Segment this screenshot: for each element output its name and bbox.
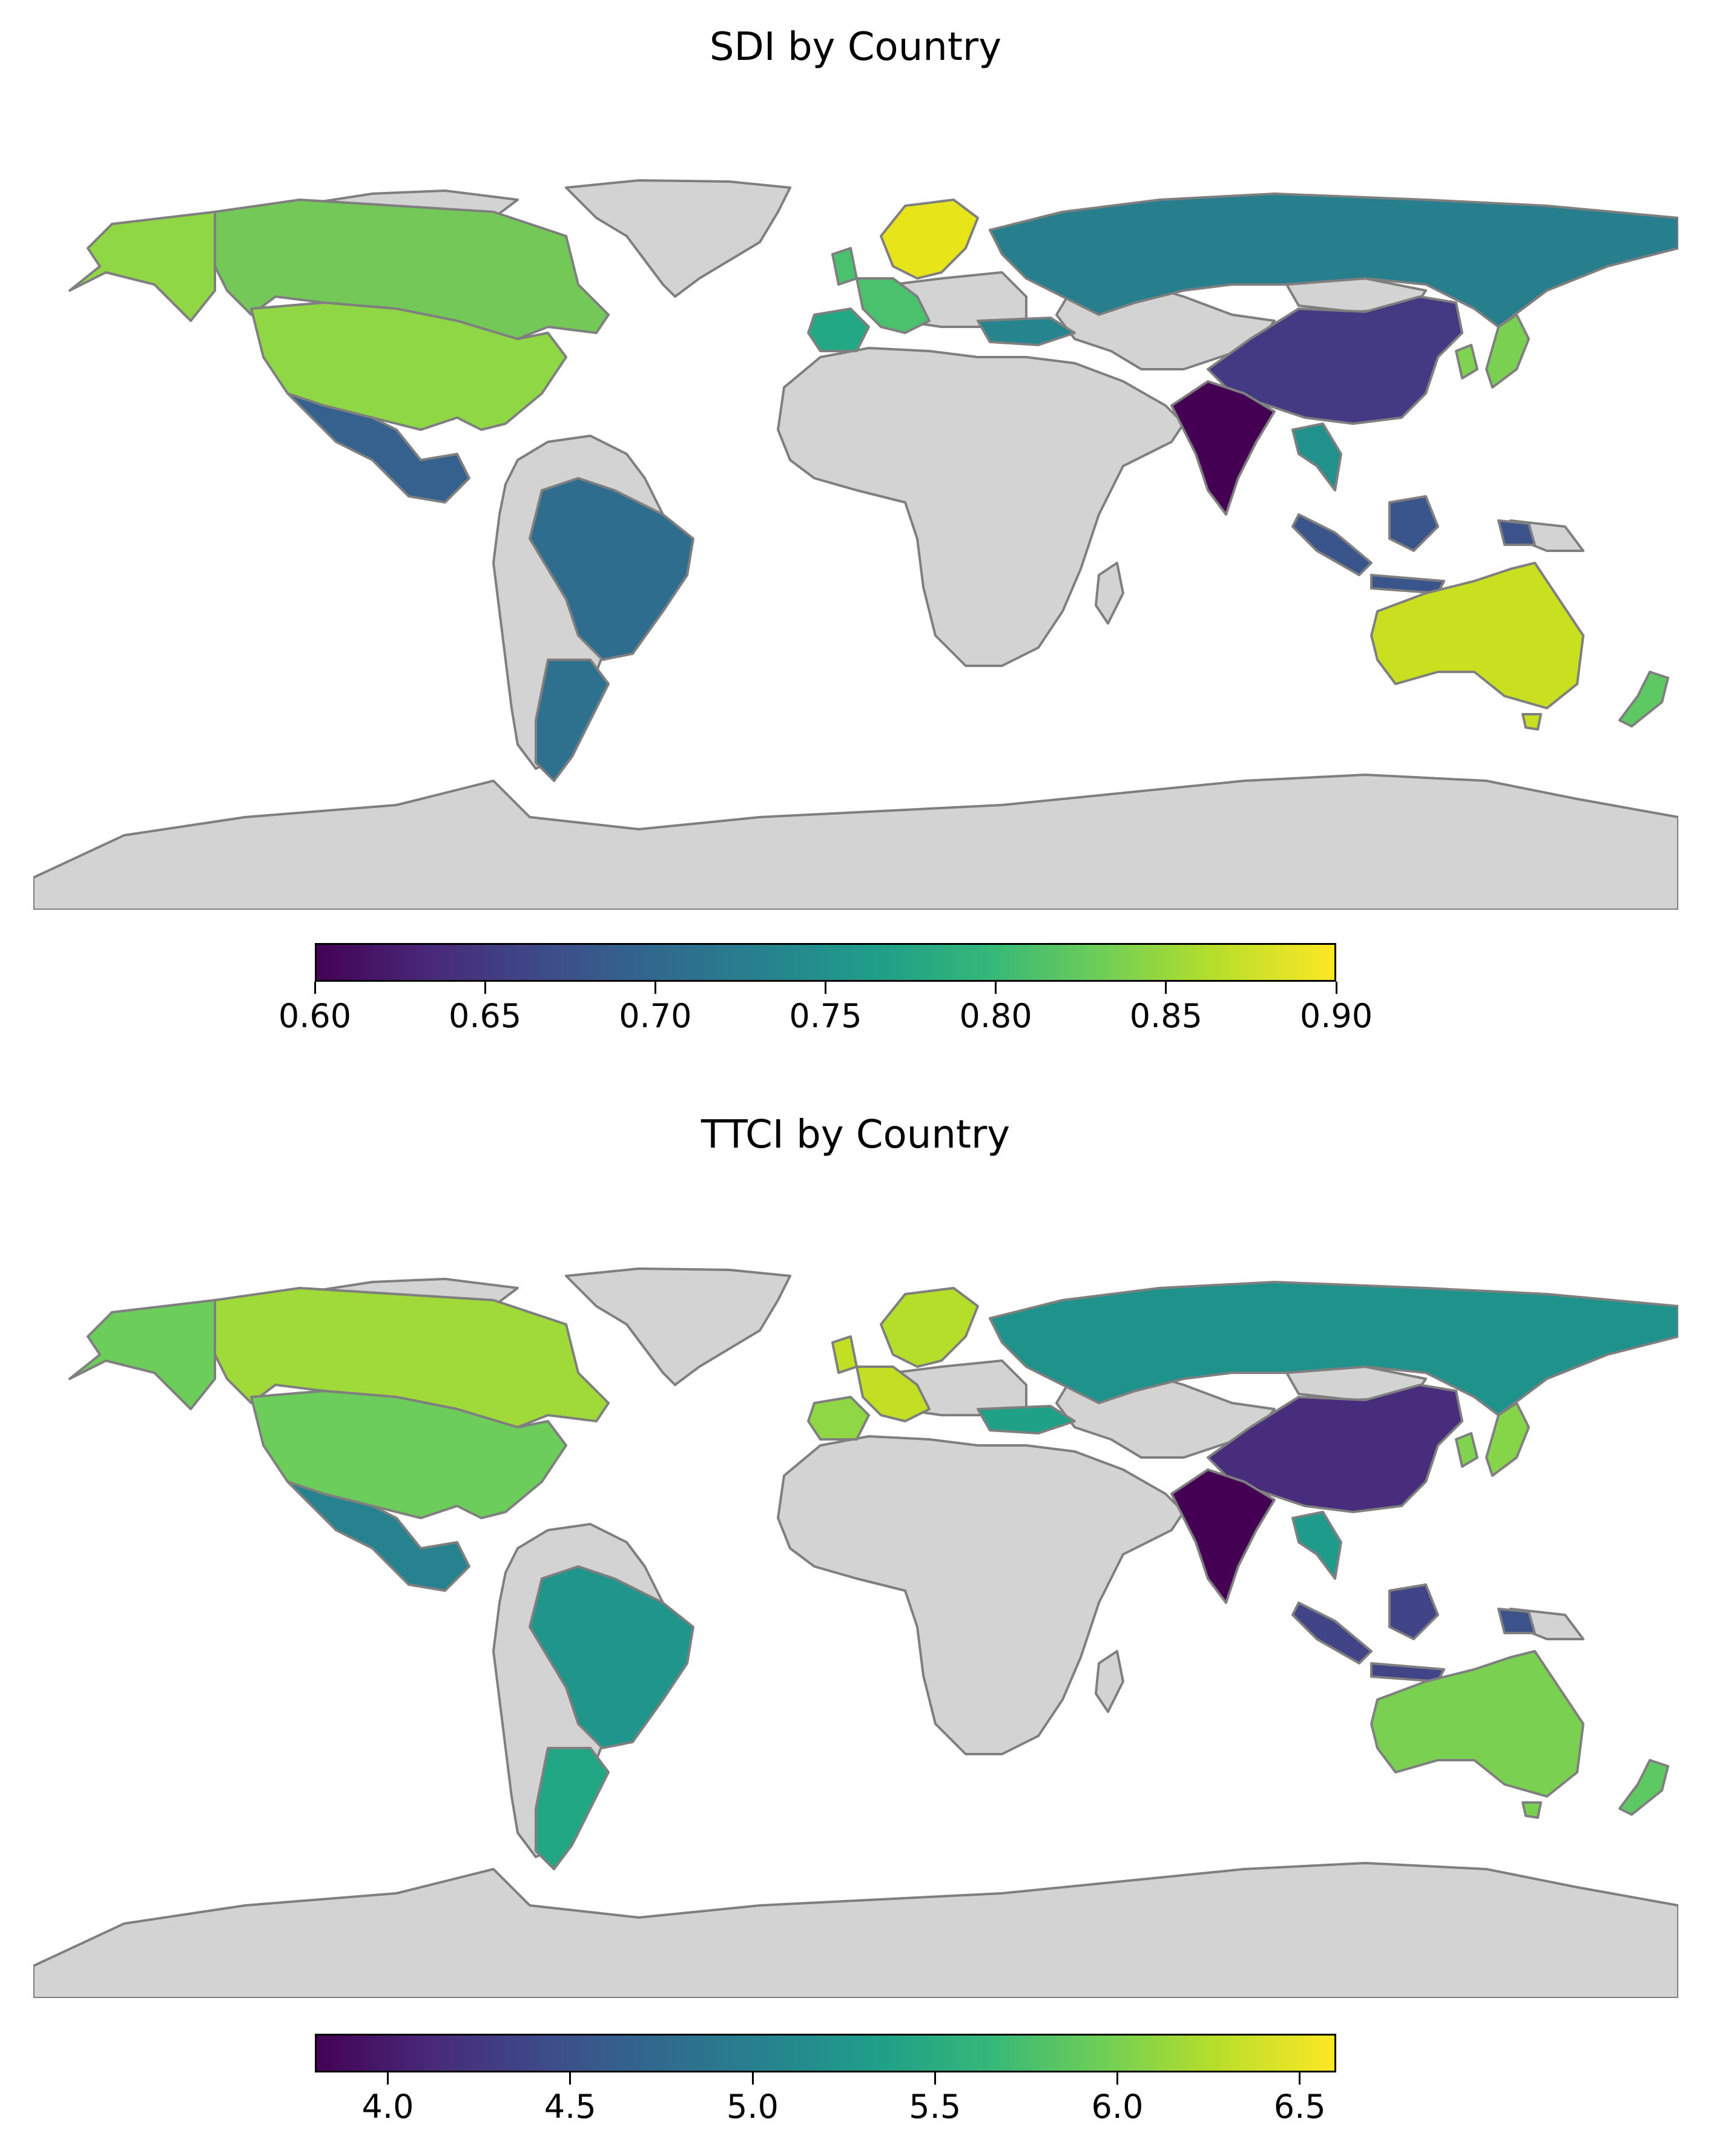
russia-region xyxy=(989,1281,1678,1416)
australia-region xyxy=(1370,562,1584,709)
colorbar-tick xyxy=(484,982,486,994)
nordic-region xyxy=(880,199,979,280)
alaska-region xyxy=(68,211,216,322)
greenland-region xyxy=(565,179,791,298)
iberia-region xyxy=(807,307,870,352)
colorbar-tick-label: 0.60 xyxy=(278,997,352,1035)
madagascar-region xyxy=(1095,562,1124,625)
world-map xyxy=(33,1267,1678,1998)
colorbar xyxy=(315,2034,1336,2072)
canada-region xyxy=(214,1287,610,1428)
india-region xyxy=(1170,380,1276,516)
new-zealand-region xyxy=(1618,671,1669,728)
map-title: TTCI by Country xyxy=(701,1113,1010,1157)
nordic-region xyxy=(880,1287,979,1368)
madagascar-region xyxy=(1095,1650,1124,1713)
se-asia-region xyxy=(1291,422,1342,491)
colorbar-tick xyxy=(387,2072,389,2085)
colorbar-tick xyxy=(654,982,656,994)
colorbar-tick xyxy=(1299,2072,1301,2085)
australia-region xyxy=(1370,1650,1584,1798)
colorbar-tick-label: 6.0 xyxy=(1091,2088,1144,2126)
map-title: SDI by Country xyxy=(709,25,1002,70)
china-region xyxy=(1207,295,1463,425)
papua-west-region xyxy=(1497,1608,1536,1634)
india-region xyxy=(1170,1468,1276,1604)
colorbar-tick xyxy=(569,2072,572,2085)
se-asia-region xyxy=(1291,1511,1342,1580)
colorbar-tick xyxy=(1335,982,1337,994)
uk-region xyxy=(831,247,858,286)
canada-region xyxy=(214,199,610,340)
sumatra-region xyxy=(1291,1602,1373,1665)
colorbar-tick-label: 0.90 xyxy=(1299,997,1373,1035)
borneo-region xyxy=(1388,495,1439,552)
colorbar-tick-label: 4.5 xyxy=(544,2088,596,2126)
mexico-region xyxy=(286,1481,470,1592)
colorbar-tick xyxy=(825,982,826,994)
colorbar xyxy=(315,943,1336,982)
korea-region xyxy=(1455,344,1479,380)
argentina-region xyxy=(535,1747,610,1870)
iberia-region xyxy=(807,1396,870,1441)
colorbar-tick-label: 5.5 xyxy=(909,2088,961,2126)
antarctica-region xyxy=(33,774,1678,910)
colorbar-tick-label: 0.65 xyxy=(449,997,522,1035)
turkey-region xyxy=(977,1405,1076,1435)
korea-region xyxy=(1455,1432,1479,1468)
colorbar-tick-label: 0.75 xyxy=(789,997,862,1035)
colorbar-tick xyxy=(934,2072,936,2085)
brazil-region xyxy=(529,1565,694,1749)
japan-region xyxy=(1485,314,1530,389)
colorbar-tick-label: 0.70 xyxy=(619,997,692,1035)
alaska-region xyxy=(68,1299,216,1410)
europe-region xyxy=(856,1366,931,1422)
china-region xyxy=(1207,1384,1463,1513)
japan-region xyxy=(1485,1402,1530,1477)
russia-region xyxy=(989,192,1678,328)
colorbar-tick xyxy=(995,982,997,994)
papua-west-region xyxy=(1497,519,1536,546)
colorbar-tick-label: 5.0 xyxy=(727,2088,779,2126)
colorbar-tick-label: 6.5 xyxy=(1273,2088,1326,2126)
colorbar-tick xyxy=(751,2072,754,2085)
uk-region xyxy=(831,1335,858,1374)
argentina-region xyxy=(535,659,610,782)
africa-mideast-region xyxy=(777,347,1185,667)
greenland-region xyxy=(565,1267,791,1386)
tasmania-region xyxy=(1521,1801,1542,1819)
mexico-region xyxy=(286,392,470,504)
colorbar-tick xyxy=(1116,2072,1118,2085)
antarctica-region xyxy=(33,1862,1678,1998)
sumatra-region xyxy=(1291,513,1373,576)
new-zealand-region xyxy=(1618,1759,1669,1816)
colorbar-tick-label: 4.0 xyxy=(361,2088,414,2126)
colorbar-tick xyxy=(1165,982,1167,994)
colorbar-tick xyxy=(314,982,316,994)
africa-mideast-region xyxy=(777,1435,1185,1755)
tasmania-region xyxy=(1521,713,1542,731)
colorbar-tick-label: 0.80 xyxy=(959,997,1032,1035)
world-map xyxy=(33,179,1678,910)
turkey-region xyxy=(977,317,1076,346)
europe-region xyxy=(856,277,931,334)
borneo-region xyxy=(1388,1583,1439,1640)
brazil-region xyxy=(529,477,694,661)
colorbar-tick-label: 0.85 xyxy=(1129,997,1202,1035)
